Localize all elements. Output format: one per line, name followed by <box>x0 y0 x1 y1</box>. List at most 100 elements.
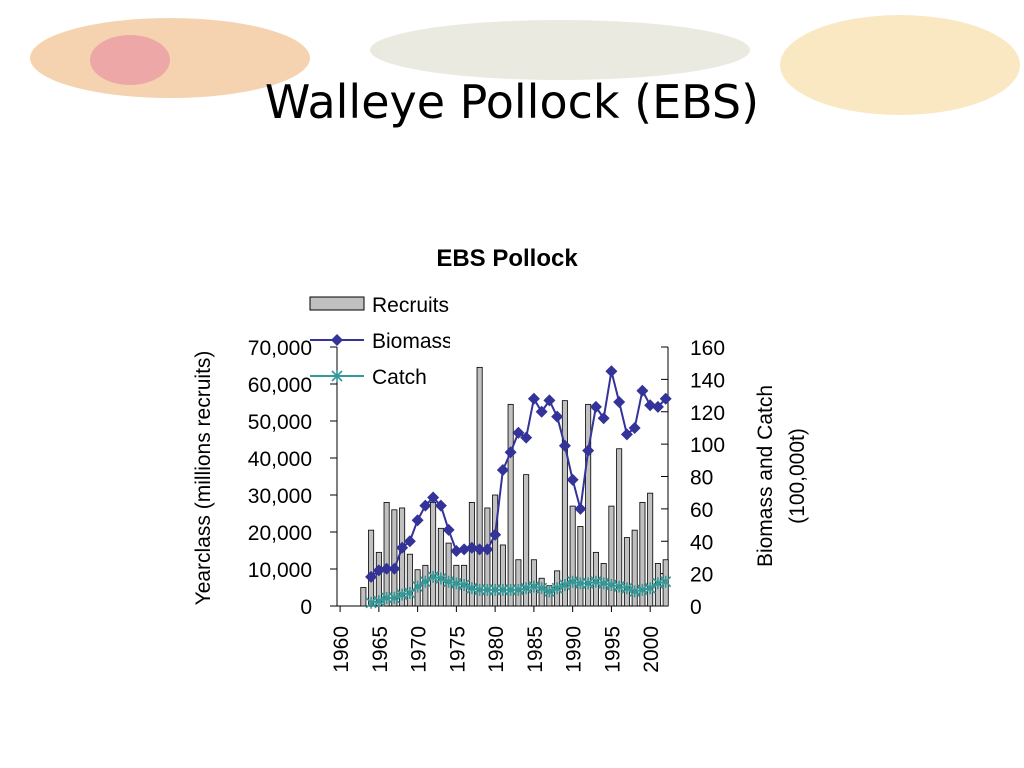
bar <box>368 529 375 607</box>
point <box>403 535 416 548</box>
point <box>621 582 633 595</box>
point <box>412 580 424 593</box>
x-tick-label: 1990 <box>563 626 586 673</box>
point <box>644 399 657 412</box>
y-tick-label: 10,000 <box>248 559 312 582</box>
point <box>419 575 431 588</box>
point <box>558 439 571 452</box>
y2-tick-label: 0 <box>690 596 702 619</box>
point <box>574 502 587 515</box>
y2-axis-title: Biomass and Catch <box>754 385 777 567</box>
x-tick-label: 2000 <box>640 626 663 673</box>
point <box>605 365 618 378</box>
bar <box>484 507 491 607</box>
y2-tick-label: 80 <box>690 467 713 490</box>
y-tick-label: 40,000 <box>248 448 312 471</box>
y-tick-label: 50,000 <box>248 411 312 434</box>
bar <box>383 501 390 607</box>
point <box>450 544 463 557</box>
point <box>404 587 416 600</box>
point <box>458 543 471 556</box>
point <box>435 572 447 585</box>
point <box>659 392 672 405</box>
point <box>613 396 626 409</box>
point <box>628 421 641 434</box>
bar <box>492 494 499 607</box>
point <box>388 591 400 604</box>
bar <box>468 501 475 607</box>
bar <box>523 474 530 607</box>
bar <box>639 501 646 607</box>
y2-tick-label: 120 <box>690 402 725 425</box>
point <box>504 446 517 459</box>
legend: Recruits Biomass Catch <box>309 294 453 389</box>
bar <box>445 542 452 607</box>
bar <box>360 587 367 607</box>
x-tick-label: 1985 <box>524 626 547 673</box>
point <box>551 410 564 423</box>
point <box>496 464 509 477</box>
point <box>489 528 502 541</box>
legend-swatch <box>309 296 365 311</box>
y-tick-label: 60,000 <box>248 374 312 397</box>
bar <box>437 527 444 607</box>
y2-tick-label: 40 <box>690 531 713 554</box>
point <box>559 578 571 591</box>
point <box>380 562 393 575</box>
y-tick-label: 30,000 <box>248 485 312 508</box>
bar <box>561 400 568 607</box>
bar <box>569 505 576 607</box>
y-tick-label: 20,000 <box>248 522 312 545</box>
point <box>520 431 533 444</box>
fish-decoration <box>30 15 1020 115</box>
point <box>636 384 649 397</box>
y2-tick-label: 140 <box>690 369 725 392</box>
x-tick-label: 1975 <box>446 626 469 673</box>
legend-marker <box>331 334 343 346</box>
legend-label: Recruits <box>372 294 449 317</box>
point <box>434 499 447 512</box>
point <box>644 582 656 595</box>
bar <box>616 448 623 607</box>
bar <box>507 403 514 607</box>
bar <box>406 553 413 607</box>
point <box>566 473 579 486</box>
y-axis-title: Yearclass (millions recruits) <box>192 351 215 606</box>
y-tick-label: 0 <box>300 596 312 619</box>
point <box>512 426 525 439</box>
point <box>481 543 494 556</box>
bar <box>623 537 630 607</box>
y2-tick-label: 100 <box>690 434 725 457</box>
point <box>551 582 563 595</box>
point <box>536 582 548 595</box>
point <box>589 400 602 413</box>
point <box>535 405 548 418</box>
point <box>582 444 595 457</box>
point <box>597 412 610 425</box>
legend-label: Biomass <box>372 330 453 353</box>
bar <box>476 366 483 607</box>
bar <box>391 509 398 607</box>
y2-tick-label: 20 <box>690 564 713 587</box>
bar <box>608 505 615 607</box>
point <box>396 541 409 554</box>
x-tick-label: 1995 <box>601 626 624 673</box>
point <box>365 570 378 583</box>
y2-tick-label: 160 <box>690 337 725 360</box>
y2-axis-title: (100,000t) <box>786 428 809 524</box>
point <box>473 543 486 556</box>
point <box>543 585 555 598</box>
point <box>373 595 385 608</box>
x-tick-label: 1970 <box>408 626 431 673</box>
bar <box>585 403 592 607</box>
x-tick-label: 1965 <box>369 626 392 673</box>
legend-label: Catch <box>372 366 427 389</box>
bar <box>647 492 654 607</box>
y-tick-label: 70,000 <box>248 337 312 360</box>
point <box>411 514 424 527</box>
bar <box>577 526 584 607</box>
bar <box>515 559 522 607</box>
point <box>465 541 478 554</box>
